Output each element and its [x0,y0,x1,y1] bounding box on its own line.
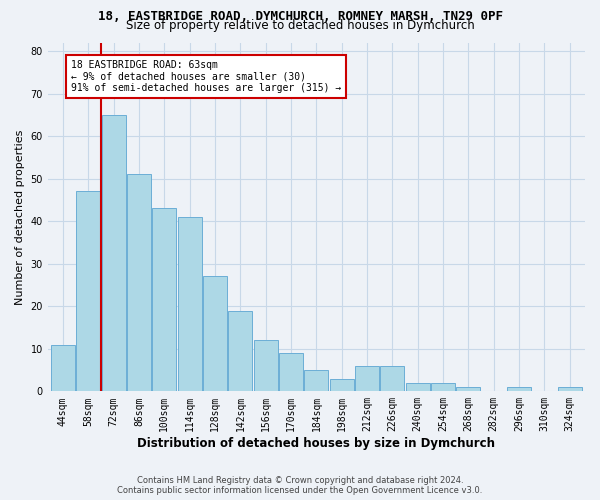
Bar [279,353,303,392]
Bar [76,192,100,392]
Bar [178,217,202,392]
Bar [329,378,354,392]
Bar [101,115,126,392]
Text: Contains HM Land Registry data © Crown copyright and database right 2024.
Contai: Contains HM Land Registry data © Crown c… [118,476,482,495]
Bar [51,344,75,392]
Bar [431,383,455,392]
Bar [203,276,227,392]
Bar [304,370,328,392]
Text: 18, EASTBRIDGE ROAD, DYMCHURCH, ROMNEY MARSH, TN29 0PF: 18, EASTBRIDGE ROAD, DYMCHURCH, ROMNEY M… [97,10,503,23]
Bar [229,310,253,392]
Text: Size of property relative to detached houses in Dymchurch: Size of property relative to detached ho… [125,19,475,32]
Bar [254,340,278,392]
Bar [558,387,582,392]
Bar [457,387,481,392]
Bar [355,366,379,392]
Bar [507,387,531,392]
Y-axis label: Number of detached properties: Number of detached properties [15,129,25,304]
Bar [380,366,404,392]
Bar [127,174,151,392]
X-axis label: Distribution of detached houses by size in Dymchurch: Distribution of detached houses by size … [137,437,496,450]
Bar [152,208,176,392]
Text: 18 EASTBRIDGE ROAD: 63sqm
← 9% of detached houses are smaller (30)
91% of semi-d: 18 EASTBRIDGE ROAD: 63sqm ← 9% of detach… [71,60,341,92]
Bar [406,383,430,392]
